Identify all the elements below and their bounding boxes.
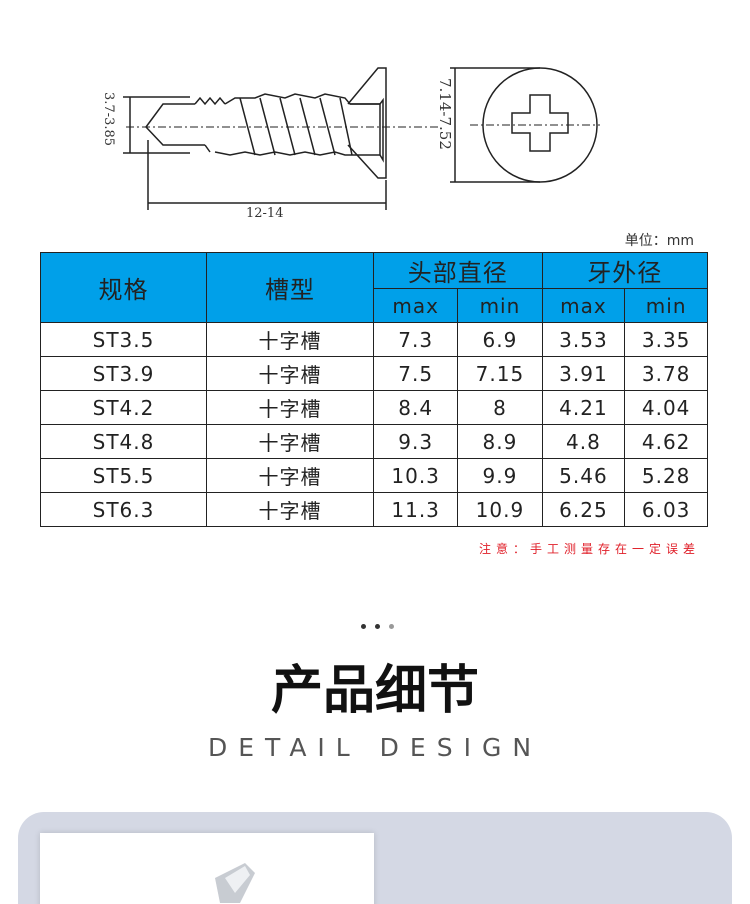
- table-cell: 7.5: [372, 356, 459, 391]
- table-cell: 十字槽: [206, 322, 374, 357]
- table-cell: ST6.3: [40, 492, 207, 527]
- table-cell: 3.91: [541, 356, 626, 391]
- table-cell: 十字槽: [206, 492, 374, 527]
- table-row: ST3.9 十字槽 7.5 7.15 3.91 3.78: [40, 356, 708, 391]
- table-cell: 4.21: [541, 390, 626, 425]
- table-row: ST4.8 十字槽 9.3 8.9 4.8 4.62: [40, 424, 708, 459]
- spec-table: 规格 槽型 头部直径 牙外径 max min max min ST3.5 十字槽 7.3 6.9 3…: [40, 252, 709, 527]
- table-cell: 3.78: [624, 356, 708, 391]
- table-cell: 5.46: [541, 458, 626, 493]
- product-photo: [40, 833, 374, 904]
- head-dia-label: 7.14-7.52: [436, 78, 454, 150]
- screw-diagram: [123, 67, 440, 210]
- table-row: ST4.2 十字槽 8.4 8 4.21 4.04: [40, 390, 708, 425]
- table-cell: 7.15: [457, 356, 543, 391]
- table-cell: 4.04: [624, 390, 708, 425]
- table-cell: 10.3: [372, 458, 459, 493]
- table-cell: 7.3: [372, 322, 459, 357]
- table-cell: 6.25: [541, 492, 626, 527]
- table-cell: 9.9: [457, 458, 543, 493]
- unit-label: 单位：mm: [624, 233, 694, 249]
- length-label: 12-14: [246, 206, 284, 221]
- header-thread-dia: 牙外径: [541, 252, 709, 289]
- header-slot: 槽型: [206, 252, 374, 323]
- table-cell: 十字槽: [206, 390, 374, 425]
- table-cell: ST4.2: [40, 390, 207, 425]
- header-spec: 规格: [40, 252, 207, 323]
- table-cell: 5.28: [624, 458, 708, 493]
- table-cell: 3.35: [624, 322, 708, 357]
- thread-dia-label: 3.7-3.85: [101, 92, 116, 147]
- table-row: ST3.5 十字槽 7.3 6.9 3.53 3.35: [40, 322, 708, 357]
- table-cell: 十字槽: [206, 458, 374, 493]
- header-max: max: [541, 288, 626, 323]
- section-title: 产品细节: [270, 661, 479, 721]
- header-head-dia: 头部直径: [373, 252, 543, 289]
- decorative-dots: [361, 624, 394, 629]
- table-cell: ST5.5: [40, 458, 207, 493]
- table-cell: 10.9: [457, 492, 543, 527]
- header-min: min: [457, 288, 543, 323]
- table-cell: ST3.5: [40, 322, 207, 357]
- header-min: min: [624, 288, 708, 323]
- table-cell: ST4.8: [40, 424, 207, 459]
- table-cell: 3.53: [541, 322, 626, 357]
- table-cell: 8.9: [457, 424, 543, 459]
- screw-head-diagram: [450, 67, 600, 183]
- table-cell: 十字槽: [206, 424, 374, 459]
- table-cell: 8: [457, 390, 543, 425]
- table-cell: 4.62: [624, 424, 708, 459]
- table-cell: 4.8: [541, 424, 626, 459]
- table-cell: 十字槽: [206, 356, 374, 391]
- measurement-note: 注意：手工测量存在一定误差: [478, 542, 700, 556]
- table-cell: 8.4: [372, 390, 459, 425]
- header-max: max: [372, 288, 459, 323]
- table-cell: 6.9: [457, 322, 543, 357]
- table-cell: 11.3: [372, 492, 459, 527]
- table-cell: 9.3: [372, 424, 459, 459]
- table-cell: 6.03: [624, 492, 708, 527]
- table-row: ST6.3 十字槽 11.3 10.9 6.25 6.03: [40, 492, 708, 527]
- section-subtitle: DETAIL DESIGN: [207, 733, 543, 762]
- table-cell: ST3.9: [40, 356, 207, 391]
- table-row: ST5.5 十字槽 10.3 9.9 5.46 5.28: [40, 458, 708, 493]
